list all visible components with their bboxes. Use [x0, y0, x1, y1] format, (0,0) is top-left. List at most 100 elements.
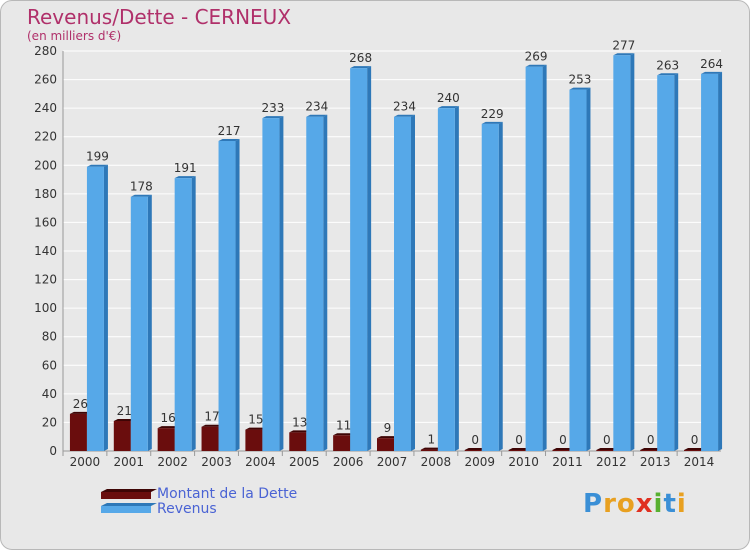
logo-letter: i	[653, 489, 664, 519]
bar-revenus	[86, 166, 104, 451]
bar-dette-label: 0	[515, 433, 523, 447]
bar-revenus	[569, 89, 587, 452]
x-tick-label: 2007	[377, 455, 408, 469]
bar-dette-label: 16	[161, 411, 176, 425]
bar-dette-label: 15	[248, 413, 263, 427]
bar-dette-top	[684, 448, 706, 450]
bar-revenus-side	[542, 64, 547, 451]
logo-letter: r	[603, 489, 617, 519]
bar-revenus-top	[437, 106, 459, 109]
bar-revenus-side	[103, 164, 108, 451]
x-tick-label: 2011	[552, 455, 583, 469]
bar-revenus	[701, 73, 719, 451]
bar-dette-top	[201, 424, 223, 427]
logo-letter: x	[635, 489, 654, 519]
bar-dette-label: 26	[73, 397, 88, 411]
bar-dette-top	[69, 411, 91, 414]
bar-dette-top	[377, 436, 398, 439]
bar-revenus-side	[411, 114, 415, 451]
bar-dette-label: 17	[204, 410, 219, 424]
legend-swatch-dette-top	[101, 489, 157, 492]
y-tick-label: 120	[34, 273, 57, 287]
x-tick-label: 2006	[333, 455, 364, 469]
bar-revenus-side	[147, 194, 152, 451]
logo-letter: P	[583, 489, 604, 519]
bar-dette-label: 1	[428, 433, 436, 447]
bar-revenus-label: 240	[437, 91, 460, 105]
bar-revenus	[306, 116, 324, 451]
bar-revenus-label: 217	[218, 124, 241, 138]
bar-revenus	[613, 55, 631, 452]
bar-dette-top	[333, 433, 355, 436]
bar-dette	[377, 438, 394, 451]
bar-dette-top	[464, 448, 486, 450]
legend-label-dette: Montant de la Dette	[157, 486, 298, 502]
x-tick-label: 2002	[157, 455, 188, 469]
bar-revenus-top	[218, 139, 240, 141]
x-tick-label: 2014	[684, 455, 715, 469]
y-tick-label: 180	[34, 187, 57, 201]
bar-dette-label: 9	[384, 421, 392, 435]
bar-revenus-top	[613, 53, 635, 56]
bar-revenus-top	[481, 121, 503, 124]
bar-revenus	[130, 196, 148, 451]
bar-revenus-top	[657, 73, 679, 76]
x-tick-label: 2001	[114, 455, 145, 469]
bar-dette	[69, 413, 87, 451]
bar-dette-top	[640, 448, 662, 450]
bar-revenus-label: 199	[86, 150, 109, 164]
bar-revenus-side	[674, 73, 679, 452]
bar-dette-label: 0	[559, 433, 567, 447]
x-tick-label: 2009	[464, 455, 495, 469]
bar-dette-label: 11	[336, 418, 351, 432]
bar-dette-top	[157, 426, 179, 429]
x-tick-label: 2003	[201, 455, 232, 469]
legend-swatch-revenus-top	[101, 503, 157, 506]
y-tick-label: 140	[34, 244, 57, 258]
y-tick-label: 240	[34, 101, 57, 115]
bar-revenus-side	[498, 121, 503, 451]
bar-revenus-side	[191, 176, 196, 451]
axes: 0204060801001201401601802002202402602802…	[34, 44, 721, 469]
bar-dette	[596, 450, 614, 451]
logo-letter: t	[663, 489, 677, 519]
legend-swatch-dette	[101, 492, 151, 499]
y-tick-label: 20	[42, 415, 57, 429]
bar-revenus-label: 263	[656, 58, 679, 72]
bar-dette	[113, 421, 131, 451]
y-tick-label: 100	[34, 301, 57, 315]
bar-dette-top	[245, 427, 267, 430]
bar-dette-label: 13	[292, 415, 307, 429]
bar-revenus-label: 268	[349, 51, 372, 65]
bar-revenus-label: 253	[569, 73, 592, 87]
bar-dette-top	[552, 448, 574, 450]
bar-revenus-top	[174, 176, 196, 179]
x-tick-label: 2000	[70, 455, 101, 469]
y-tick-label: 160	[34, 215, 57, 229]
bar-revenus-label: 234	[305, 100, 328, 114]
bar-revenus	[218, 141, 236, 451]
bar-revenus-top	[525, 64, 547, 67]
bar-dette	[333, 435, 351, 451]
bar-revenus-label: 277	[612, 38, 635, 52]
bar-dette	[640, 450, 658, 451]
bar-dette	[245, 429, 263, 451]
bar-revenus-top	[350, 66, 372, 69]
bar-revenus-side	[630, 53, 635, 452]
bar-dette-label: 0	[471, 433, 479, 447]
bar-revenus	[350, 68, 368, 452]
bar-dette-top	[596, 448, 618, 450]
bar-revenus-side	[586, 87, 591, 452]
bar-revenus-top	[86, 164, 108, 167]
y-tick-label: 0	[49, 444, 57, 458]
bar-revenus-side	[367, 66, 372, 452]
y-tick-label: 80	[42, 330, 57, 344]
bar-dette-label: 21	[117, 404, 132, 418]
bar-dette	[289, 432, 307, 451]
bar-revenus	[437, 108, 455, 452]
legend-label-revenus: Revenus	[157, 501, 217, 517]
bar-revenus	[525, 66, 543, 451]
bar-revenus-label: 264	[700, 57, 723, 71]
bar-revenus-label: 233	[261, 101, 284, 115]
